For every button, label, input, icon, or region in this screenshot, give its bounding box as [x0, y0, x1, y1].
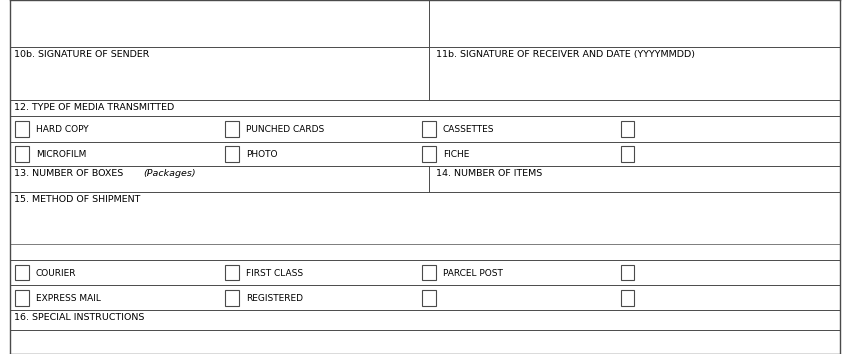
Text: PARCEL POST: PARCEL POST [443, 269, 502, 278]
Text: MICROFILM: MICROFILM [36, 150, 86, 159]
Text: 11b. SIGNATURE OF RECEIVER AND DATE (YYYYMMDD): 11b. SIGNATURE OF RECEIVER AND DATE (YYY… [436, 50, 695, 58]
Bar [422, 290, 436, 306]
Text: FICHE: FICHE [443, 150, 469, 159]
Text: 16. SPECIAL INSTRUCTIONS: 16. SPECIAL INSTRUCTIONS [14, 313, 144, 322]
Text: (Packages): (Packages) [144, 169, 196, 178]
Bar [225, 121, 239, 137]
Text: 15. METHOD OF SHIPMENT: 15. METHOD OF SHIPMENT [14, 195, 141, 204]
Text: PUNCHED CARDS: PUNCHED CARDS [246, 125, 324, 134]
Text: 14. NUMBER OF ITEMS: 14. NUMBER OF ITEMS [436, 169, 542, 178]
Text: HARD COPY: HARD COPY [36, 125, 88, 134]
Text: 10b. SIGNATURE OF SENDER: 10b. SIGNATURE OF SENDER [14, 50, 150, 58]
Bar [422, 265, 436, 280]
Bar [620, 146, 634, 162]
Text: 12. TYPE OF MEDIA TRANSMITTED: 12. TYPE OF MEDIA TRANSMITTED [14, 103, 175, 112]
Text: PHOTO: PHOTO [246, 150, 277, 159]
Text: REGISTERED: REGISTERED [246, 294, 303, 303]
Bar [15, 265, 29, 280]
Bar [15, 146, 29, 162]
Bar [15, 290, 29, 306]
Bar [422, 146, 436, 162]
Text: EXPRESS MAIL: EXPRESS MAIL [36, 294, 100, 303]
Text: COURIER: COURIER [36, 269, 76, 278]
Text: CASSETTES: CASSETTES [443, 125, 495, 134]
Bar [225, 290, 239, 306]
Bar [15, 121, 29, 137]
Bar [422, 121, 436, 137]
Bar [620, 265, 634, 280]
Bar [620, 121, 634, 137]
Bar [225, 265, 239, 280]
Text: 13. NUMBER OF BOXES: 13. NUMBER OF BOXES [14, 169, 124, 178]
Text: FIRST CLASS: FIRST CLASS [246, 269, 303, 278]
Bar [620, 290, 634, 306]
Bar [225, 146, 239, 162]
